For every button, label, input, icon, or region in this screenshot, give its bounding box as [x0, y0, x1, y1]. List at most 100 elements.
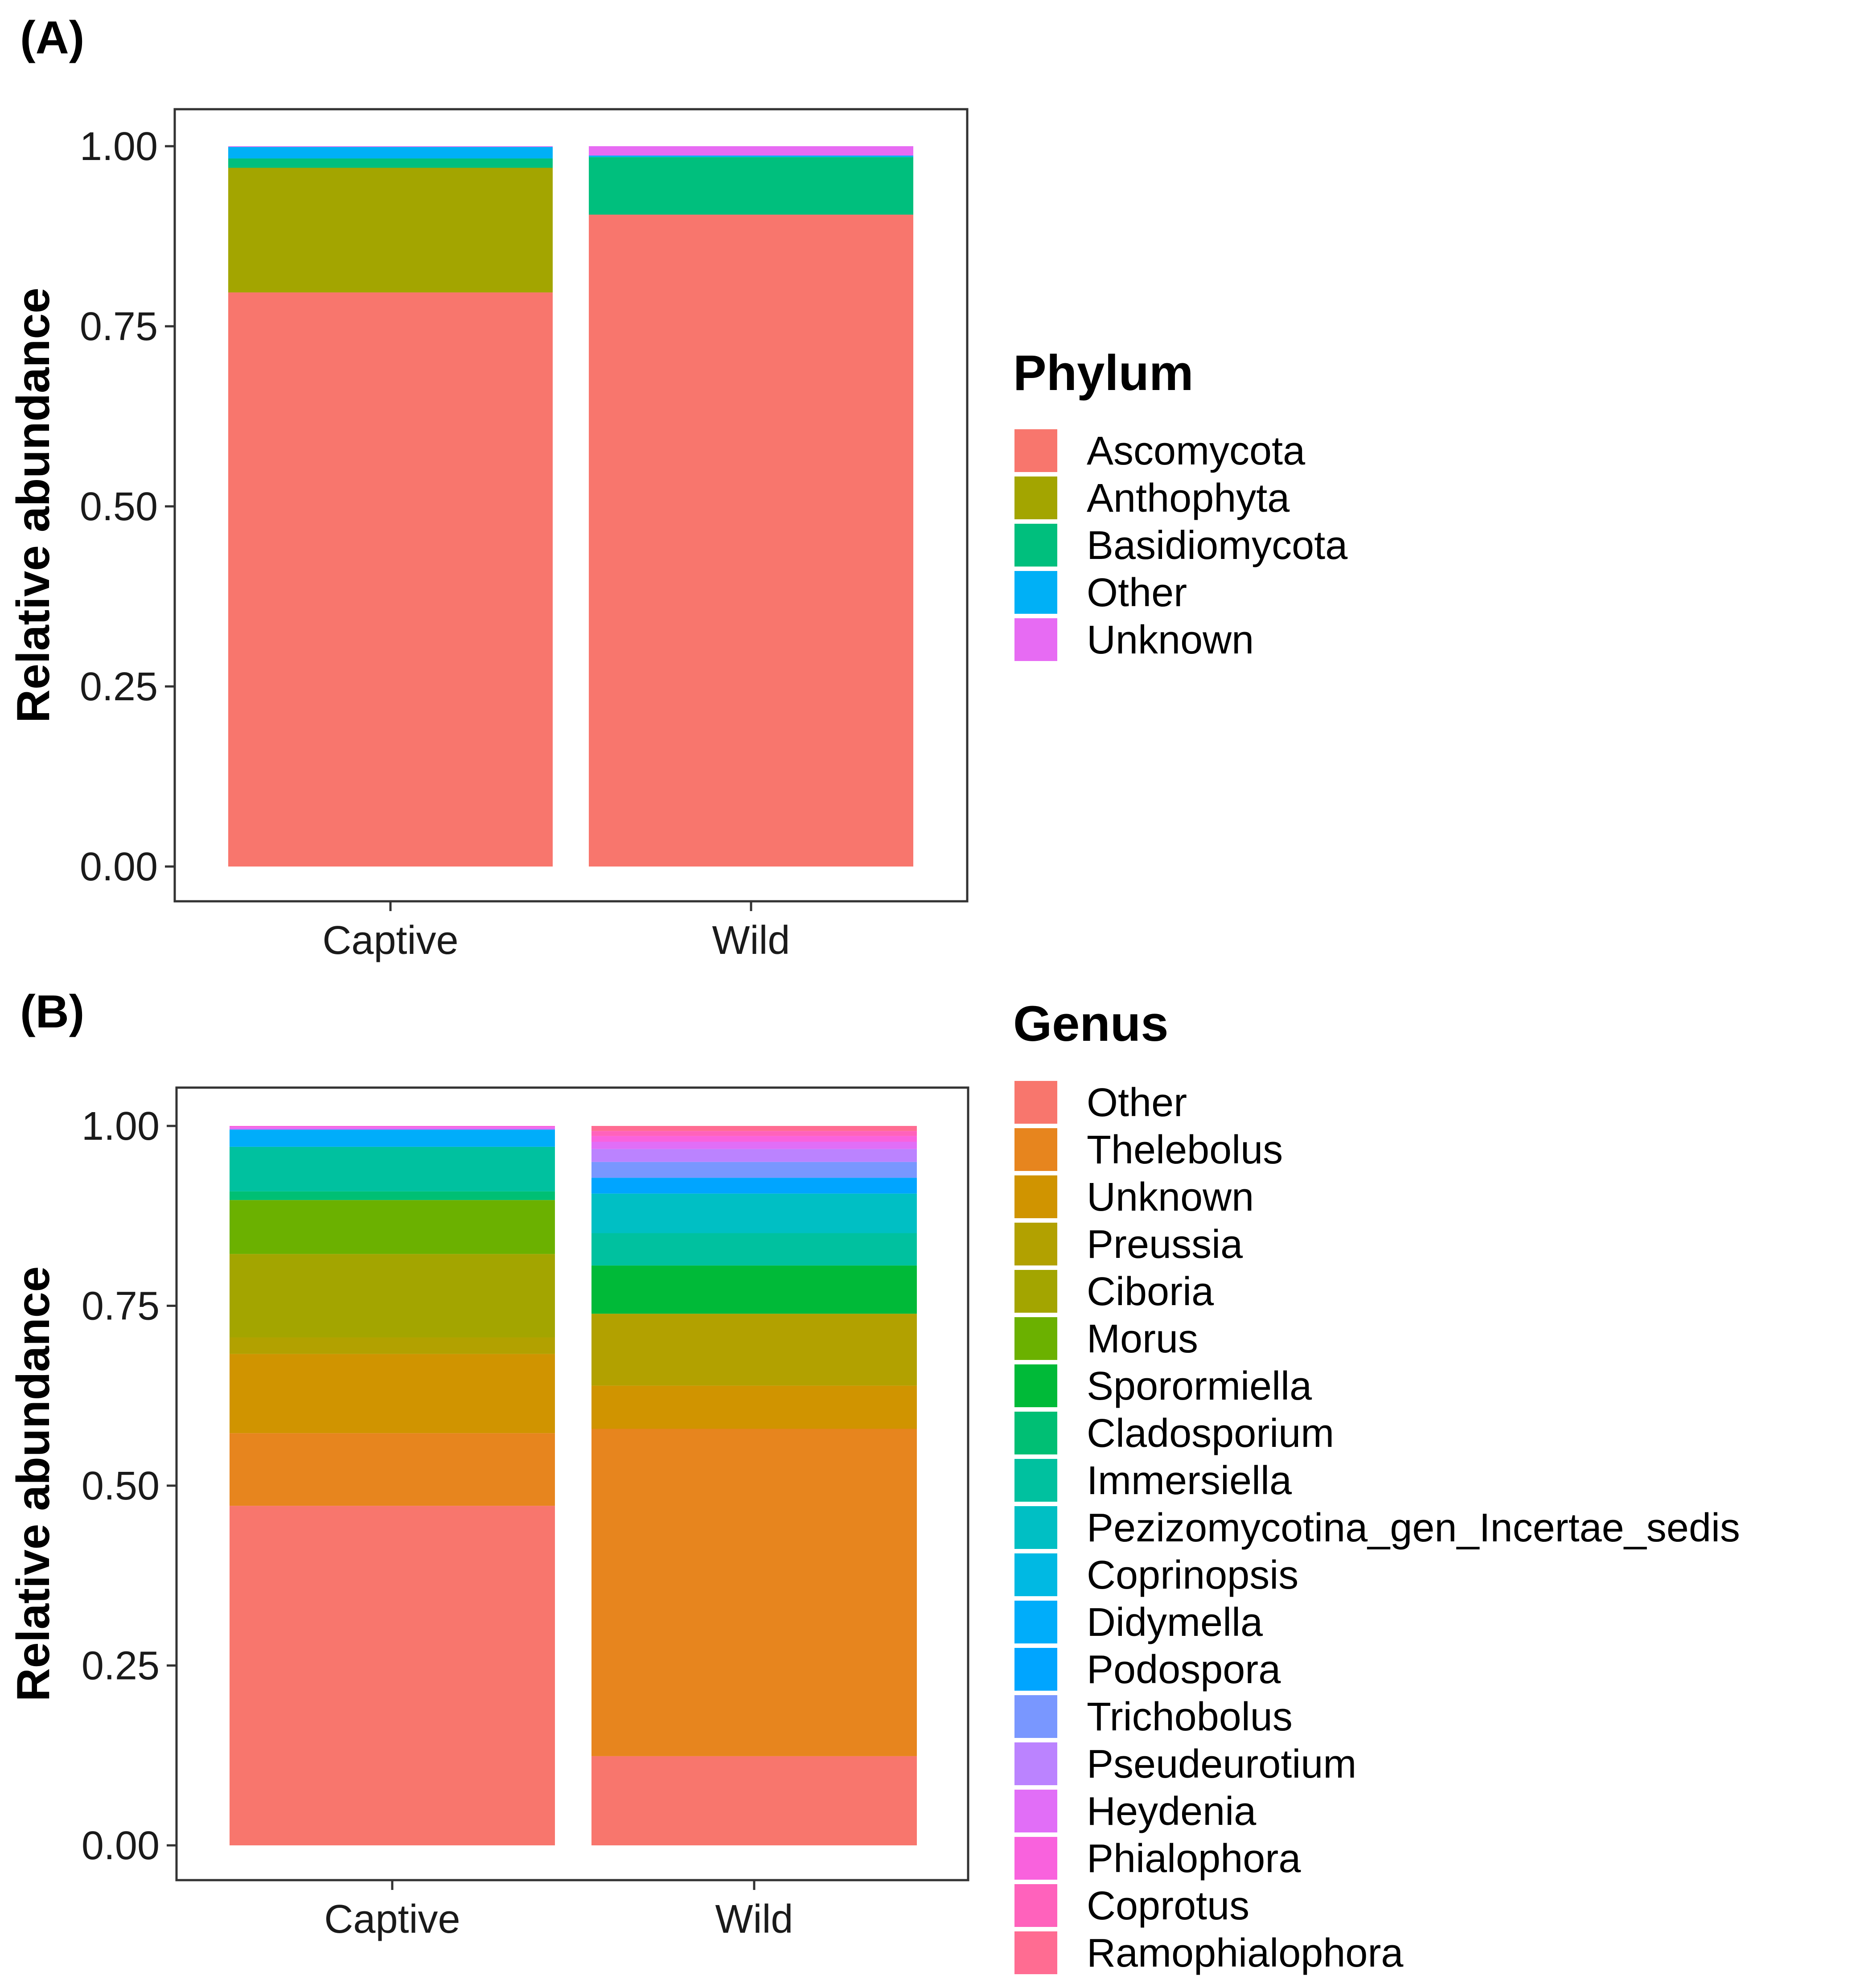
legend-label-heydenia: Heydenia	[1087, 1789, 1257, 1834]
bar-segment-wild-unknown	[591, 1385, 917, 1429]
legend-key-pezizomycotina-gen-incertae-sedis	[1014, 1506, 1057, 1549]
bar-segment-wild-pezizomycotina-gen-incertae-sedis	[591, 1193, 917, 1233]
legend-key-didymella	[1014, 1601, 1057, 1643]
legend-key-coprinopsis	[1014, 1553, 1057, 1596]
bar-segment-captive-unknown	[230, 1354, 555, 1433]
bar-segment-captive-phialophora	[230, 1126, 555, 1128]
bar-segment-captive-unknown	[228, 146, 553, 147]
y-tick-label: 0.50	[82, 1464, 160, 1508]
y-tick-label: 0.00	[82, 1824, 160, 1868]
bar-segment-captive-anthophyta	[228, 168, 553, 293]
legend-label-ramophialophora: Ramophialophora	[1087, 1931, 1404, 1976]
legend-key-cladosporium	[1014, 1412, 1057, 1454]
y-tick-label: 0.50	[80, 485, 158, 529]
bar-segment-wild-ascomycota	[589, 214, 913, 867]
legend-label-phialophora: Phialophora	[1087, 1836, 1301, 1881]
legend-label-basidiomycota: Basidiomycota	[1087, 523, 1348, 568]
legend-key-unknown	[1014, 618, 1057, 661]
y-axis-title: Relative abundance	[8, 288, 59, 723]
bar-segment-captive-immersiella	[230, 1146, 555, 1191]
legend-label-preussia: Preussia	[1087, 1222, 1243, 1267]
bar-segment-captive-other	[228, 147, 553, 159]
plot-panel-border	[175, 1086, 969, 1881]
y-tick-label: 0.25	[82, 1644, 160, 1688]
legend-label-cladosporium: Cladosporium	[1087, 1411, 1334, 1456]
legend-key-ciboria	[1014, 1270, 1057, 1313]
x-tick-label-wild: Wild	[715, 1897, 793, 1942]
panel-label: (A)	[20, 12, 84, 64]
legend-key-unknown	[1014, 1175, 1057, 1218]
bar-segment-wild-sporormiella	[591, 1265, 917, 1314]
legend-key-thelebolus	[1014, 1128, 1057, 1171]
legend-key-ascomycota	[1014, 429, 1057, 472]
panel-b: (B) 0.00 0.25 0.50 0.75 1.00 Captive Wild Relati…	[8, 986, 1740, 1976]
bar-segment-wild-pseudeurotium	[591, 1149, 917, 1162]
legend-label-unknown: Unknown	[1087, 618, 1254, 662]
legend-key-anthophyta	[1014, 476, 1057, 519]
bar-segment-wild-basidiomycota	[589, 157, 913, 215]
legend-key-phialophora	[1014, 1837, 1057, 1880]
panel-label: (B)	[20, 986, 84, 1038]
bar-segment-wild-coprotus	[591, 1131, 917, 1136]
x-tick-label-wild: Wild	[712, 918, 790, 963]
y-axis-title: Relative abundance	[8, 1266, 59, 1702]
legend-label-podospora: Podospora	[1087, 1647, 1281, 1692]
legend-key-coprotus	[1014, 1884, 1057, 1927]
bar-segment-captive-thelebolus	[230, 1433, 555, 1506]
legend-label-coprotus: Coprotus	[1087, 1884, 1249, 1928]
legend-label-other: Other	[1087, 1080, 1187, 1125]
x-tick-label-captive: Captive	[322, 918, 458, 963]
legend-label-didymella: Didymella	[1087, 1600, 1263, 1645]
legend-key-basidiomycota	[1014, 524, 1057, 567]
y-tick-label: 0.75	[80, 304, 158, 349]
legend-label-trichobolus: Trichobolus	[1087, 1695, 1293, 1739]
legend-label-pezizomycotina-gen-incertae-sedis: Pezizomycotina_gen_Incertae_sedis	[1087, 1506, 1740, 1550]
bar-segment-captive-morus	[230, 1200, 555, 1254]
bar-segment-captive-didymella	[230, 1130, 555, 1147]
panel-a: (A) 0.00 0.25 0.50 0.75 1.00 Captive Wild Relati…	[8, 12, 1348, 963]
x-tick-label-captive: Captive	[324, 1897, 460, 1942]
bar-segment-wild-immersiella	[591, 1233, 917, 1266]
legend-key-preussia	[1014, 1223, 1057, 1265]
bar-segment-wild-ramophialophora	[591, 1126, 917, 1131]
legend-key-immersiella	[1014, 1459, 1057, 1502]
bar-segment-wild-preussia	[591, 1314, 917, 1386]
legend-key-ramophialophora	[1014, 1931, 1057, 1974]
legend-label-immersiella: Immersiella	[1087, 1458, 1292, 1503]
legend-title: Phylum	[1013, 345, 1194, 401]
legend-label-morus: Morus	[1087, 1317, 1198, 1361]
legend-key-morus	[1014, 1317, 1057, 1360]
legend-key-sporormiella	[1014, 1364, 1057, 1407]
bar-segment-captive-preussia	[230, 1337, 555, 1354]
bar-segment-wild-heydenia	[591, 1142, 917, 1149]
legend-label-coprinopsis: Coprinopsis	[1087, 1553, 1298, 1598]
legend-title: Genus	[1013, 996, 1169, 1052]
bar-segment-wild-unknown	[589, 146, 913, 156]
legend-key-pseudeurotium	[1014, 1742, 1057, 1785]
legend-key-other	[1014, 571, 1057, 614]
legend-label-ciboria: Ciboria	[1087, 1269, 1214, 1314]
bar-segment-captive-other	[230, 1506, 555, 1845]
legend-label-other: Other	[1087, 571, 1187, 615]
legend-label-sporormiella: Sporormiella	[1087, 1364, 1312, 1409]
legend-key-heydenia	[1014, 1790, 1057, 1832]
bar-segment-captive-ciboria	[230, 1254, 555, 1338]
y-tick-label: 0.25	[80, 665, 158, 709]
legend-label-thelebolus: Thelebolus	[1087, 1128, 1283, 1172]
legend-key-trichobolus	[1014, 1695, 1057, 1738]
legend-key-podospora	[1014, 1648, 1057, 1691]
y-tick-label: 1.00	[82, 1104, 160, 1149]
bar-segment-wild-trichobolus	[591, 1162, 917, 1178]
y-tick-label: 1.00	[80, 124, 158, 169]
bar-segment-captive-basidiomycota	[228, 158, 553, 168]
bar-segment-wild-phialophora	[591, 1136, 917, 1142]
y-tick-label: 0.00	[80, 845, 158, 889]
legend-key-other	[1014, 1081, 1057, 1124]
bar-segment-wild-podospora	[591, 1178, 917, 1194]
bar-segment-captive-heydenia	[230, 1127, 555, 1130]
bar-segment-wild-other	[589, 156, 913, 157]
y-tick-label: 0.75	[82, 1284, 160, 1329]
bar-segment-wild-other	[591, 1756, 917, 1845]
legend-label-unknown: Unknown	[1087, 1175, 1254, 1220]
